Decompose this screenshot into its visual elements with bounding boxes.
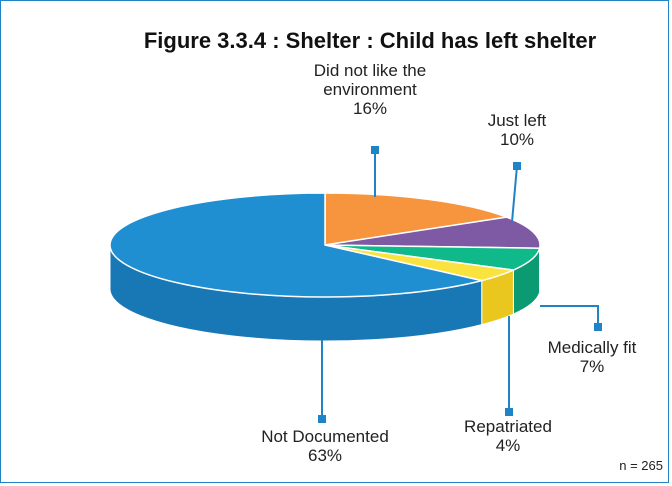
leader-marker-4 [318,415,326,423]
slice-label-2-line-1: 7% [580,357,605,376]
leader-line-2 [540,305,599,327]
sample-size-note: n = 265 [619,458,663,473]
chart-title: Figure 3.3.4 : Shelter : Child has left … [144,28,597,53]
leader-lines [318,146,602,423]
pie-tops [109,192,541,298]
slice-label-0-line-1: environment [323,80,417,99]
slice-label-1-line-1: 10% [500,130,534,149]
slice-label-3-line-0: Repatriated [464,417,552,436]
leader-marker-3 [505,408,513,416]
leader-marker-2 [594,323,602,331]
slice-label-4-line-1: 63% [308,446,342,465]
pie-slice-0 [324,192,510,246]
slice-label-0-line-0: Did not like the [314,61,426,80]
leader-line-1 [511,165,518,223]
slice-label-4-line-0: Not Documented [261,427,389,446]
pie-slice-4 [109,192,482,298]
leader-marker-1 [513,162,521,170]
pie-slice-1 [324,216,541,250]
slice-label-2-line-0: Medically fit [548,338,637,357]
slice-label-0-line-2: 16% [353,99,387,118]
slice-label-3-line-1: 4% [496,436,521,455]
slice-label-1-line-0: Just left [488,111,547,130]
leader-marker-0 [371,146,379,154]
